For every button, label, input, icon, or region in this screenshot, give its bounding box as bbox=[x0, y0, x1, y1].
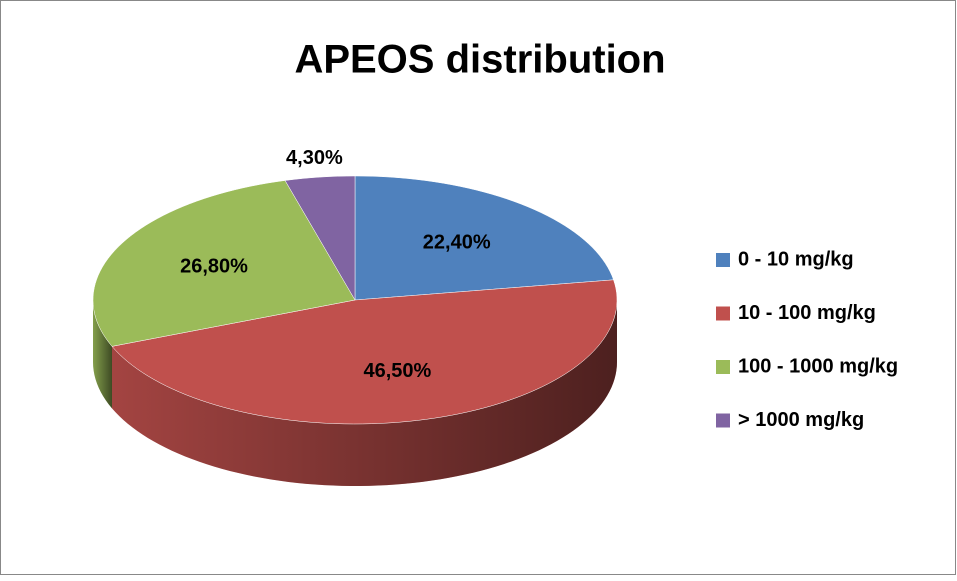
data-label: 22,40% bbox=[423, 232, 491, 254]
legend-swatch bbox=[716, 306, 730, 321]
slice bbox=[354, 175, 614, 301]
slice bbox=[92, 180, 356, 347]
data-label: 46,50% bbox=[364, 360, 432, 382]
chart-title: APEOS distribution bbox=[294, 38, 665, 82]
legend-swatch bbox=[716, 413, 730, 428]
data-label: 4,30% bbox=[286, 147, 343, 169]
legend-label: 0 - 10 mg/kg bbox=[738, 248, 854, 270]
legend-swatch bbox=[716, 360, 730, 374]
slice-side-shade bbox=[112, 300, 617, 486]
legend-label: > 1000 mg/kg bbox=[738, 409, 864, 431]
slice-side-shade bbox=[93, 300, 113, 409]
legend-label: 10 - 100 mg/kg bbox=[738, 302, 876, 324]
legend-label: 100 - 1000 mg/kg bbox=[738, 355, 898, 377]
legend-swatch bbox=[716, 253, 730, 267]
slice bbox=[284, 175, 356, 301]
slice bbox=[111, 279, 618, 425]
data-label: 26,80% bbox=[180, 255, 248, 277]
